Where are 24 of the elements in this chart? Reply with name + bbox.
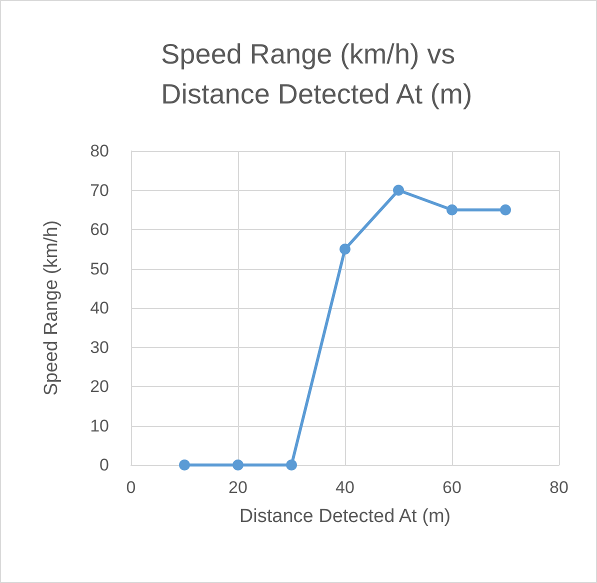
point [500,204,511,216]
point [340,244,350,255]
point [286,460,297,470]
point [393,184,404,196]
point [446,204,458,216]
y-tick-label: 0 [100,456,109,474]
point [179,460,190,470]
y-tick-label: 20 [90,377,109,396]
x-tick-label: 60 [442,478,462,497]
y-tick-label: 10 [90,416,109,436]
x-tick-label: 0 [126,478,136,497]
x-tick-label: 80 [550,478,568,497]
y-tick-label: 60 [90,220,109,239]
y-tick-label: 80 [90,142,109,160]
x-axis-title: Distance Detected At (m) [239,506,451,527]
y-tick-label: 50 [90,259,109,278]
y-tick-label: 30 [90,338,109,357]
point [232,460,244,470]
chart-title: Speed Range (km/h) vs Distance Detected At (m) [161,38,472,110]
y-tick-label: 70 [90,180,109,200]
x-tick-label: 20 [228,478,248,497]
y-tick-label: 40 [90,298,109,318]
x-tick-label: 40 [336,478,354,497]
y-axis-title: Speed Range (km/h) [41,220,62,396]
